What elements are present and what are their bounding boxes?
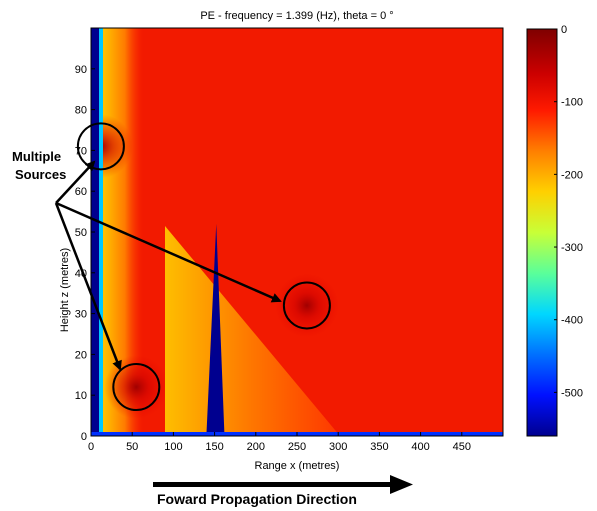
x-axis-label: Range x (metres) <box>255 460 340 472</box>
direction-arrow <box>153 475 413 494</box>
left-boundary-edge <box>99 28 103 436</box>
arrow-to-source-2 <box>54 202 122 371</box>
x-tick-label: 300 <box>329 441 347 453</box>
sources-label-line2: Sources <box>15 167 66 182</box>
direction-arrow-head <box>390 475 413 494</box>
colorbar-tick-label: -100 <box>561 97 583 109</box>
arrow-to-source-3 <box>55 201 282 303</box>
colorbar-tick-label: -400 <box>561 315 583 327</box>
source-marker <box>282 281 331 330</box>
x-tick-label: 150 <box>205 441 223 453</box>
x-axis: 0 50 100 150 200 250 300 350 400 450 <box>88 432 471 453</box>
direction-label: Foward Propagation Direction <box>157 491 357 507</box>
source-arrows <box>54 160 282 371</box>
colorbar-tick-label: 0 <box>561 24 567 36</box>
y-tick-label: 60 <box>75 186 87 198</box>
x-tick-label: 250 <box>288 441 306 453</box>
direction-arrow-shaft <box>153 482 391 487</box>
sources-label-line1: Multiple <box>12 149 61 164</box>
x-tick-label: 400 <box>411 441 429 453</box>
plot-area <box>91 28 503 436</box>
source-marker <box>112 363 161 412</box>
x-tick-label: 450 <box>453 441 471 453</box>
y-tick-label: 30 <box>75 309 87 321</box>
y-tick-label: 0 <box>81 431 87 443</box>
colorbar <box>526 28 558 437</box>
y-axis-label: Height z (metres) <box>59 248 71 332</box>
colorbar-tick-label: -500 <box>561 387 583 399</box>
y-tick-label: 80 <box>75 105 87 117</box>
y-tick-label: 90 <box>75 64 87 76</box>
colorbar-tick-label: -200 <box>561 169 583 181</box>
x-tick-label: 100 <box>164 441 182 453</box>
obstacle <box>206 223 225 436</box>
colorbar-tick-label: -300 <box>561 242 583 254</box>
x-tick-label: 50 <box>126 441 138 453</box>
source-markers <box>76 122 331 412</box>
source-marker <box>76 122 125 171</box>
x-tick-label: 200 <box>247 441 265 453</box>
x-tick-label: 350 <box>370 441 388 453</box>
shadow-zone <box>165 226 340 436</box>
y-tick-label: 20 <box>75 349 87 361</box>
arrow-to-source-1 <box>55 160 96 204</box>
colorbar-axis: 0 -100 -200 -300 -400 -500 <box>554 24 583 399</box>
y-tick-label: 10 <box>75 390 87 402</box>
y-tick-label: 50 <box>75 227 87 239</box>
chart-title: PE - frequency = 1.399 (Hz), theta = 0 ° <box>200 10 393 22</box>
x-tick-label: 0 <box>88 441 94 453</box>
